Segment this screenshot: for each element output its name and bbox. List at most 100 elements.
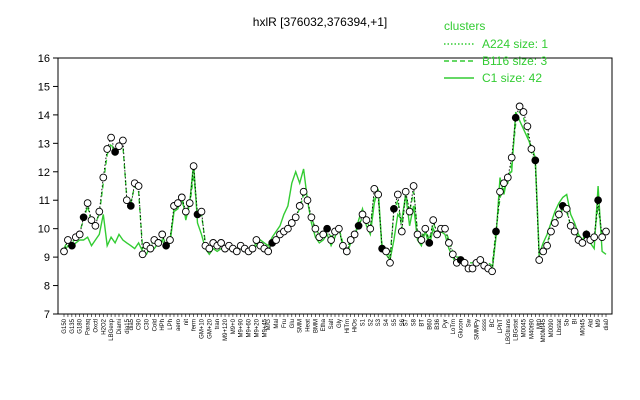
y-tick-label: 16: [38, 53, 50, 65]
data-point: [252, 236, 261, 244]
x-tick-label: M9+0: [231, 318, 237, 334]
data-point: [421, 224, 430, 233]
x-tick-label: GM+20: [207, 318, 213, 339]
data-point: [146, 244, 155, 253]
data-point-highlighted: [111, 148, 119, 156]
y-tick-label: 10: [38, 224, 50, 236]
x-tick-label: LBGstat: [514, 319, 520, 341]
x-tick-label: S1: [360, 318, 366, 326]
x-tick-label: G150: [62, 318, 68, 333]
x-tick-label: M9+45: [262, 318, 268, 337]
data-point: [366, 224, 375, 233]
data-point: [335, 224, 343, 233]
data-point-highlighted: [531, 156, 540, 165]
x-tick-label: Mt0Mt45: [541, 318, 547, 342]
x-tick-label: Heat: [306, 319, 312, 332]
x-tick-label: M9+90: [239, 318, 245, 337]
data-points: [60, 102, 610, 276]
data-point: [496, 187, 504, 196]
data-point: [374, 190, 383, 199]
chart-title: hxlR [376032,376394,+1]: [253, 15, 387, 29]
x-tick-label: H2O2: [101, 318, 107, 334]
x-tick-label: M/G: [266, 319, 272, 331]
data-point: [397, 227, 406, 236]
data-point: [527, 145, 536, 153]
data-point: [91, 221, 100, 230]
y-tick-label: 14: [38, 110, 50, 122]
x-tick-label: M0t45: [580, 318, 586, 335]
data-point: [95, 207, 104, 216]
data-point-highlighted: [492, 227, 500, 236]
x-tick-label: S5: [392, 318, 398, 326]
data-point-highlighted: [323, 224, 331, 233]
data-point: [445, 239, 453, 247]
data-point: [205, 244, 214, 253]
data-point-highlighted: [594, 196, 602, 205]
x-tick-label: dia5: [129, 318, 135, 330]
y-tick-label: 11: [39, 195, 50, 207]
data-point-highlighted: [582, 230, 591, 239]
data-point: [566, 221, 575, 230]
x-tick-label: Gly: [337, 319, 343, 328]
data-point: [602, 227, 610, 236]
data-point: [535, 256, 544, 264]
data-point: [370, 184, 379, 193]
x-tick-label: C90: [137, 318, 143, 330]
data-point: [547, 227, 555, 236]
x-tick-label: Etha: [321, 318, 327, 331]
data-point: [248, 244, 257, 253]
data-point: [441, 224, 449, 233]
x-tick-label: S3: [376, 318, 382, 326]
x-tick-label: M9+60: [247, 318, 253, 337]
x-tick-label: G180: [78, 318, 84, 333]
data-point: [189, 162, 198, 170]
x-tick-label: Cold: [152, 319, 158, 331]
data-point: [433, 230, 441, 239]
x-tick-label: S4: [384, 318, 390, 326]
data-point: [393, 190, 402, 199]
data-point: [413, 230, 422, 239]
data-point: [339, 241, 347, 250]
data-point-highlighted: [390, 204, 398, 213]
data-point: [217, 239, 225, 247]
x-tick-label: LPhT: [498, 319, 504, 334]
x-tick-label: aero: [176, 318, 182, 331]
data-point: [87, 216, 96, 224]
data-point-highlighted: [354, 221, 363, 230]
data-point: [562, 204, 571, 213]
data-point-highlighted: [68, 241, 76, 250]
data-point: [307, 213, 316, 222]
data-point: [570, 227, 579, 236]
x-tick-label: nit: [184, 319, 190, 326]
data-point: [303, 196, 312, 205]
x-tick-label: Pyr: [443, 319, 449, 328]
data-point: [362, 216, 371, 224]
data-point: [515, 102, 524, 111]
x-tick-label: Mt0: [537, 318, 543, 329]
x-tick-label: M0045: [522, 318, 528, 337]
data-point: [115, 142, 123, 151]
data-point: [350, 230, 359, 239]
data-point: [358, 210, 367, 219]
x-tick-label: BT: [419, 319, 425, 327]
data-point: [519, 108, 528, 116]
x-tick-label: G135: [70, 318, 76, 333]
x-tick-label: Glucon: [459, 319, 465, 338]
data-point: [185, 199, 194, 207]
x-tick-label: LPh: [168, 319, 174, 330]
data-point-highlighted: [511, 113, 520, 122]
data-point: [299, 187, 308, 196]
data-point: [60, 247, 68, 256]
x-tick-label: SMMPy: [474, 319, 480, 340]
y-tick-label: 13: [38, 138, 50, 150]
y-tick-label: 7: [44, 309, 50, 321]
x-tick-label: dia0: [604, 318, 610, 330]
data-point-highlighted: [162, 241, 170, 250]
data-point-highlighted: [425, 239, 434, 247]
legend-entry-label: C1 size: 42: [482, 71, 542, 85]
data-point: [543, 241, 551, 250]
x-tick-label: Ald: [588, 319, 594, 328]
data-point: [154, 239, 163, 247]
y-tick-label: 15: [38, 81, 50, 93]
data-point: [598, 233, 606, 242]
